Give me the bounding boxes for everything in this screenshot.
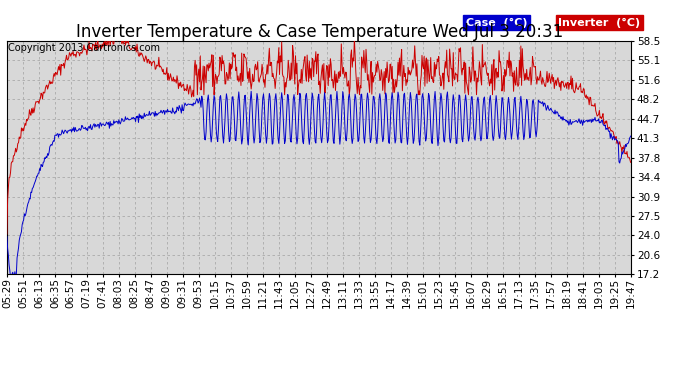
Text: Copyright 2013 Cartronics.com: Copyright 2013 Cartronics.com [8,43,160,53]
Text: Inverter  (°C): Inverter (°C) [558,18,640,28]
Title: Inverter Temperature & Case Temperature Wed Jul 3 20:31: Inverter Temperature & Case Temperature … [75,23,563,41]
Text: Case  (°C): Case (°C) [466,18,527,28]
